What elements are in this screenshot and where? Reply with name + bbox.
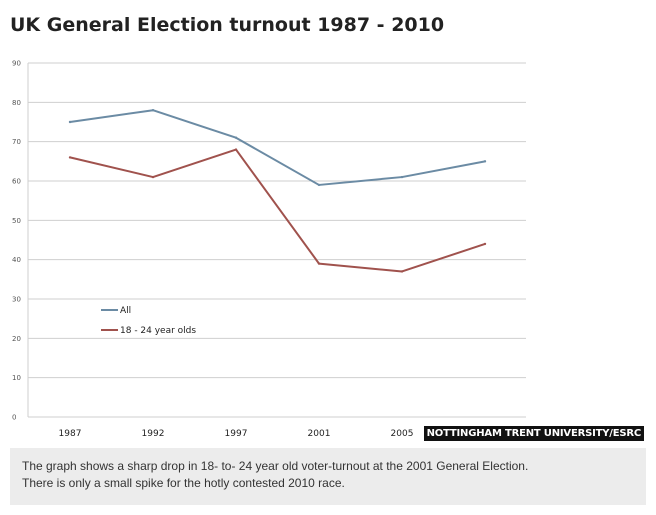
x-tick-label: 2001 — [308, 429, 331, 439]
y-tick-label: 80 — [12, 99, 21, 107]
y-tick-label: 50 — [12, 217, 21, 225]
x-tick-label: 1997 — [225, 429, 248, 439]
line-chart: 0 10 20 30 40 50 60 70 80 90 1987 1992 1997 2001 2005… — [0, 48, 656, 448]
x-tick-label: 2005 — [391, 429, 414, 439]
caption-line-1: The graph shows a sharp drop in 18- to- … — [22, 459, 529, 473]
source-credit: NOTTINGHAM TRENT UNIVERSITY/ESRC — [423, 426, 644, 441]
data-point — [234, 136, 238, 139]
data-point — [400, 175, 404, 179]
data-point — [68, 120, 72, 124]
data-point — [151, 175, 155, 179]
y-tick-label: 10 — [12, 374, 21, 382]
page-title: UK General Election turnout 1987 - 2010 — [10, 14, 445, 36]
x-tick-label: 1987 — [59, 429, 82, 439]
x-tick-label: 1992 — [142, 429, 165, 439]
y-axis-ticks: 0 10 20 30 40 50 60 70 80 90 — [12, 60, 21, 422]
caption-line-2: There is only a small spike for the hotl… — [22, 476, 345, 490]
data-point — [317, 183, 321, 187]
y-tick-label: 90 — [12, 60, 21, 68]
y-tick-label: 20 — [12, 335, 21, 343]
series-line-1 — [69, 148, 486, 273]
data-point — [151, 109, 155, 112]
data-point — [317, 262, 321, 265]
data-point — [483, 242, 487, 246]
y-tick-label: 0 — [12, 414, 16, 422]
y-tick-label: 60 — [12, 178, 21, 186]
data-point — [234, 148, 238, 151]
legend-label: 18 - 24 year olds — [120, 326, 196, 336]
series-lines — [68, 109, 487, 273]
y-tick-label: 40 — [12, 256, 21, 264]
legend: All 18 - 24 year olds — [101, 306, 196, 336]
series-line-0 — [69, 109, 486, 186]
y-tick-label: 30 — [12, 296, 21, 304]
data-point — [68, 156, 72, 159]
data-point — [483, 160, 487, 163]
y-tick-label: 70 — [12, 138, 21, 146]
gridlines — [27, 62, 526, 418]
caption-box: The graph shows a sharp drop in 18- to- … — [10, 448, 646, 505]
legend-label: All — [120, 306, 131, 316]
data-point — [400, 270, 404, 273]
chart-svg: 0 10 20 30 40 50 60 70 80 90 1987 1992 1997 2001 2005… — [12, 60, 526, 439]
